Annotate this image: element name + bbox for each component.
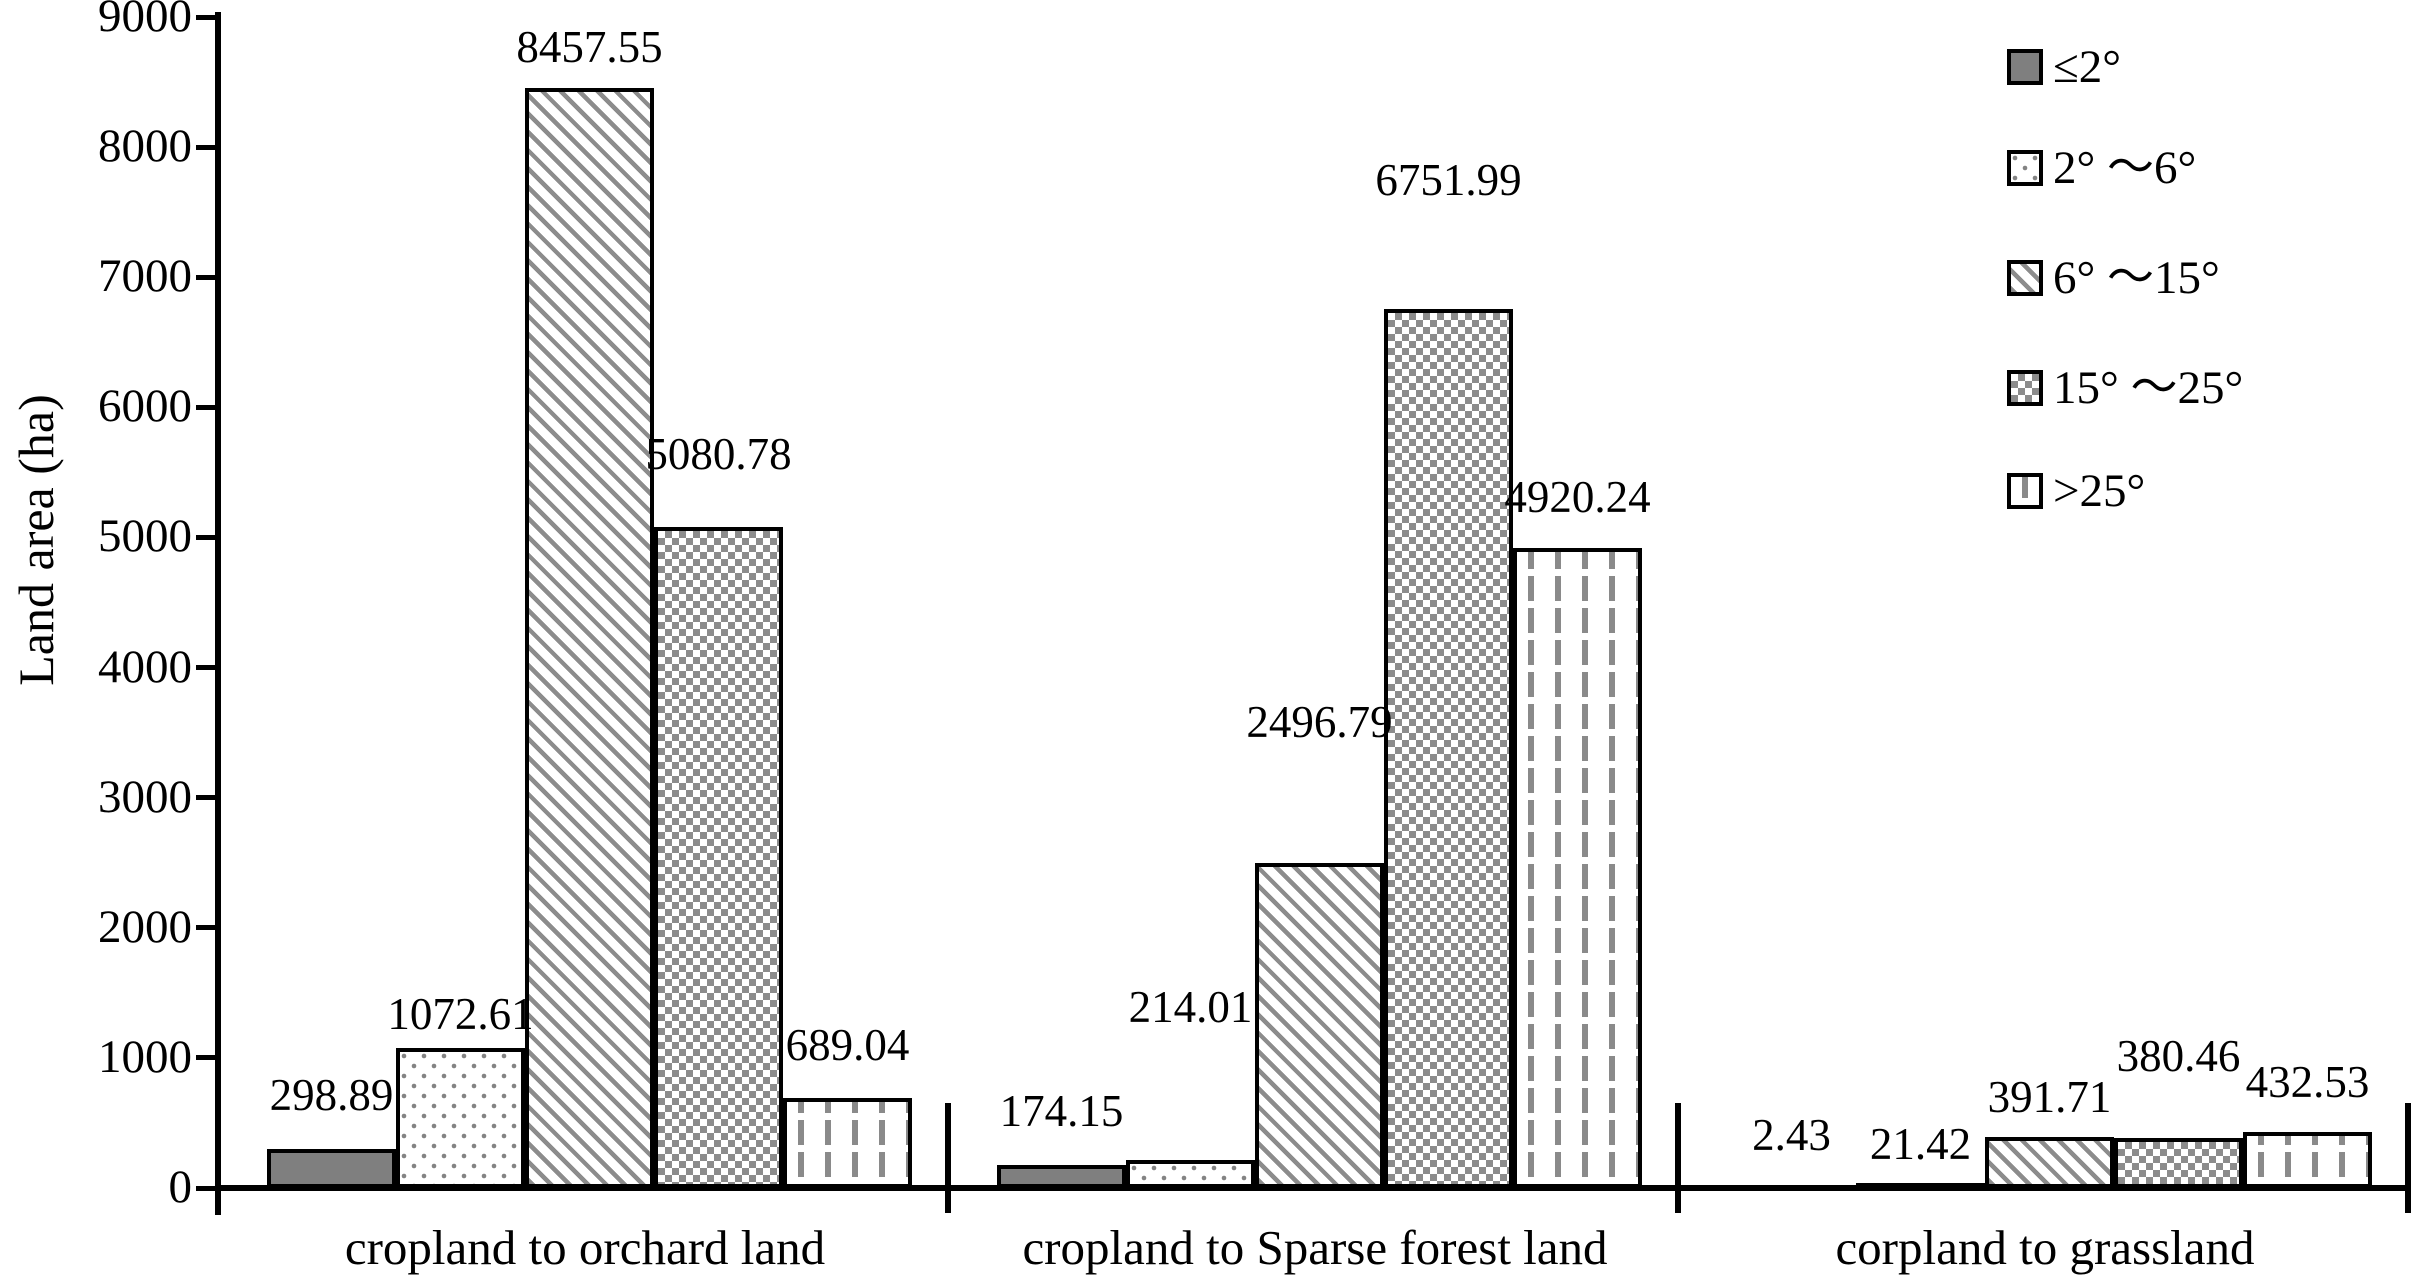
bar-diag-cat1 xyxy=(525,88,654,1188)
y-axis-line xyxy=(215,12,221,1215)
legend-label: 2° ～6° xyxy=(2053,142,2197,194)
value-label: 391.71 xyxy=(1987,1072,2112,1123)
value-label: 380.46 xyxy=(2116,1030,2241,1081)
y-tick-label: 9000 xyxy=(98,0,192,42)
value-label: 2496.79 xyxy=(1246,697,1393,748)
x-axis-line xyxy=(215,1185,2411,1191)
y-tick-mark xyxy=(196,925,220,931)
y-tick-mark xyxy=(196,274,220,280)
bar-dots-cat1 xyxy=(396,1048,525,1188)
value-label: 1072.61 xyxy=(387,989,534,1040)
y-tick-label: 3000 xyxy=(98,770,192,823)
y-tick-mark xyxy=(196,795,220,801)
legend-item: ≤2° xyxy=(2007,42,2121,92)
category-boundary-tick xyxy=(1675,1103,1681,1213)
y-tick-label: 4000 xyxy=(98,640,192,693)
bar-dash-cat1 xyxy=(783,1098,912,1188)
y-tick-label: 1000 xyxy=(98,1030,192,1083)
value-label: 214.01 xyxy=(1128,982,1253,1033)
legend-label: 6° ～15° xyxy=(2053,252,2220,304)
bar-check-cat1 xyxy=(654,527,783,1188)
y-tick-mark xyxy=(196,14,220,20)
y-tick-label: 0 xyxy=(168,1161,193,1213)
legend-item: >25° xyxy=(2007,466,2145,516)
value-label: 432.53 xyxy=(2245,1056,2370,1107)
legend-swatch-check-icon xyxy=(2007,370,2043,406)
value-label: 8457.55 xyxy=(516,21,663,72)
value-label: 298.89 xyxy=(269,1070,394,1121)
legend-swatch-solid-icon xyxy=(2007,49,2043,85)
value-label: 689.04 xyxy=(785,1020,910,1071)
bar-dash-cat2 xyxy=(1513,548,1642,1188)
bar-check-cat3 xyxy=(2114,1138,2243,1188)
legend-label: >25° xyxy=(2053,465,2146,517)
bar-diag-cat2 xyxy=(1255,863,1384,1188)
legend-swatch-dots-icon xyxy=(2007,150,2043,186)
value-label: 174.15 xyxy=(999,1086,1124,1137)
y-tick-mark xyxy=(196,404,220,410)
value-label: 6751.99 xyxy=(1375,154,1522,205)
y-tick-mark xyxy=(196,1055,220,1061)
value-label: 21.42 xyxy=(1869,1119,1972,1170)
bar-diag-cat3 xyxy=(1985,1137,2114,1188)
legend-label: ≤2° xyxy=(2053,41,2122,93)
category-label: corpland to grassland xyxy=(1835,1220,2255,1275)
value-label: 2.43 xyxy=(1752,1109,1831,1160)
y-tick-mark xyxy=(196,144,220,150)
value-label: 4920.24 xyxy=(1504,471,1651,522)
legend-item: 15° ～25° xyxy=(2007,363,2243,413)
bar-dots-cat2 xyxy=(1126,1160,1255,1188)
y-tick-mark xyxy=(196,665,220,671)
category-boundary-tick xyxy=(2405,1103,2411,1213)
legend-item: 2° ～6° xyxy=(2007,143,2196,193)
y-tick-label: 2000 xyxy=(98,900,192,953)
category-label: cropland to Sparse forest land xyxy=(1022,1220,1608,1275)
value-label: 5080.78 xyxy=(645,428,792,479)
legend-swatch-dash-icon xyxy=(2007,473,2043,509)
legend-label: 15° ～25° xyxy=(2053,362,2244,414)
legend-item: 6° ～15° xyxy=(2007,253,2220,303)
y-axis-title: Land area (ha) xyxy=(8,394,64,686)
y-tick-label: 5000 xyxy=(98,510,192,563)
y-tick-label: 8000 xyxy=(98,120,192,173)
legend-swatch-diag-icon xyxy=(2007,260,2043,296)
bar-check-cat2 xyxy=(1384,309,1513,1188)
category-label: cropland to orchard land xyxy=(344,1220,826,1275)
y-tick-mark xyxy=(196,534,220,540)
bar-dash-cat3 xyxy=(2243,1132,2372,1188)
category-boundary-tick xyxy=(945,1103,951,1213)
bar-solid-cat1 xyxy=(267,1149,396,1188)
y-tick-label: 6000 xyxy=(98,380,192,433)
y-tick-mark xyxy=(196,1185,220,1191)
y-tick-label: 7000 xyxy=(98,250,192,303)
